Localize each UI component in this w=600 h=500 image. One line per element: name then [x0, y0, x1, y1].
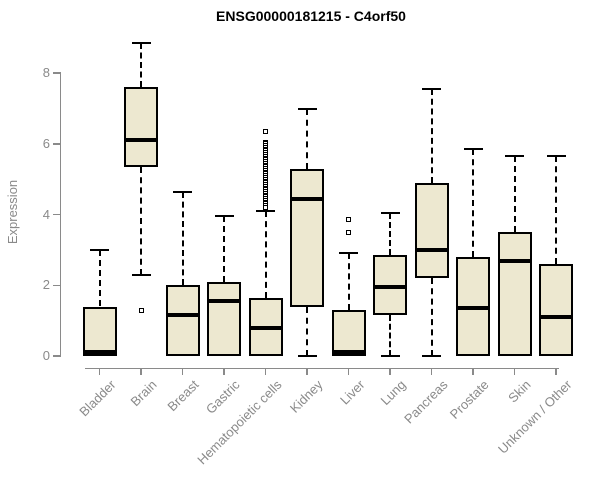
median-liver — [331, 350, 366, 355]
median-hematopoietic-cells — [248, 325, 283, 330]
box-gastric — [207, 281, 242, 356]
box-skin — [497, 232, 532, 356]
x-tick — [389, 369, 391, 375]
x-tick — [181, 369, 184, 375]
box-brain — [124, 87, 159, 167]
x-tick — [264, 369, 267, 375]
whisker-low-lung — [389, 315, 392, 356]
x-tick — [306, 369, 308, 375]
x-tick — [555, 369, 557, 375]
x-tick — [223, 369, 225, 375]
y-tick-label: 0 — [42, 348, 50, 363]
whisker-high-pancreas — [430, 89, 433, 183]
whisker-high-skin — [513, 156, 516, 233]
whisker-cap-high-pancreas — [422, 88, 442, 91]
whisker-cap-high-prostate — [463, 148, 483, 151]
whisker-low-brain — [140, 166, 143, 275]
box-kidney — [290, 168, 325, 307]
y-tick — [52, 143, 60, 145]
whisker-cap-high-skin — [505, 155, 525, 158]
whisker-low-pancreas — [430, 278, 433, 356]
whisker-cap-low-kidney — [297, 355, 317, 357]
median-kidney — [290, 196, 325, 201]
y-tick-label: 4 — [42, 206, 50, 222]
y-tick — [52, 213, 60, 216]
median-pancreas — [414, 247, 449, 252]
y-tick-label: 2 — [42, 277, 50, 293]
whisker-low-kidney — [306, 306, 309, 356]
y-axis-line — [59, 72, 61, 357]
whisker-high-prostate — [472, 149, 475, 257]
whisker-cap-high-gastric — [214, 215, 234, 218]
box-pancreas — [414, 182, 449, 279]
whisker-high-breast — [181, 191, 184, 286]
whisker-high-hematopoietic-cells — [264, 211, 267, 298]
chart-title: ENSG00000181215 - C4orf50 — [216, 8, 406, 24]
median-unknown-other — [539, 315, 574, 320]
y-tick-label: 6 — [42, 135, 50, 151]
box-unknown-other — [539, 264, 574, 356]
whisker-high-gastric — [223, 216, 226, 282]
outlier-liver — [346, 217, 352, 223]
box-breast — [165, 285, 200, 356]
whisker-cap-low-pancreas — [422, 355, 442, 357]
whisker-cap-high-unknown-other — [546, 155, 566, 158]
whisker-high-brain — [140, 43, 143, 88]
y-axis-label: Expression — [5, 179, 20, 245]
whisker-cap-high-hematopoietic-cells — [256, 210, 276, 213]
y-tick-label: 8 — [42, 65, 50, 81]
whisker-cap-low-brain — [131, 273, 151, 276]
median-prostate — [456, 306, 491, 311]
whisker-high-lung — [389, 212, 392, 256]
whisker-cap-high-breast — [173, 190, 193, 193]
whisker-cap-low-lung — [380, 355, 400, 357]
x-tick — [430, 369, 433, 375]
x-tick — [513, 369, 516, 375]
x-tick — [347, 369, 350, 375]
y-tick — [52, 355, 60, 357]
box-liver — [331, 310, 366, 356]
x-tick — [98, 369, 101, 375]
box-bladder — [82, 306, 117, 356]
x-axis-line — [85, 367, 559, 369]
median-brain — [124, 138, 159, 143]
whisker-high-unknown-other — [555, 156, 558, 265]
whisker-cap-high-liver — [339, 252, 359, 255]
whisker-high-liver — [347, 253, 350, 311]
x-tick — [140, 369, 142, 375]
outlier-hematopoietic-cells — [263, 129, 269, 135]
median-gastric — [207, 299, 242, 304]
median-bladder — [82, 350, 117, 355]
whisker-cap-high-lung — [380, 211, 400, 214]
y-tick — [52, 72, 60, 74]
whisker-high-kidney — [306, 108, 309, 169]
y-tick — [52, 284, 60, 287]
whisker-high-bladder — [98, 249, 101, 307]
outlier-hematopoietic-cells — [263, 205, 269, 211]
median-skin — [497, 258, 532, 263]
whisker-cap-high-kidney — [297, 107, 317, 110]
outlier-brain — [138, 307, 144, 313]
outlier-liver — [346, 229, 352, 235]
median-breast — [165, 313, 200, 318]
x-tick — [472, 369, 474, 375]
median-lung — [373, 285, 408, 290]
whisker-cap-high-bladder — [90, 248, 110, 251]
whisker-cap-high-brain — [131, 42, 151, 45]
